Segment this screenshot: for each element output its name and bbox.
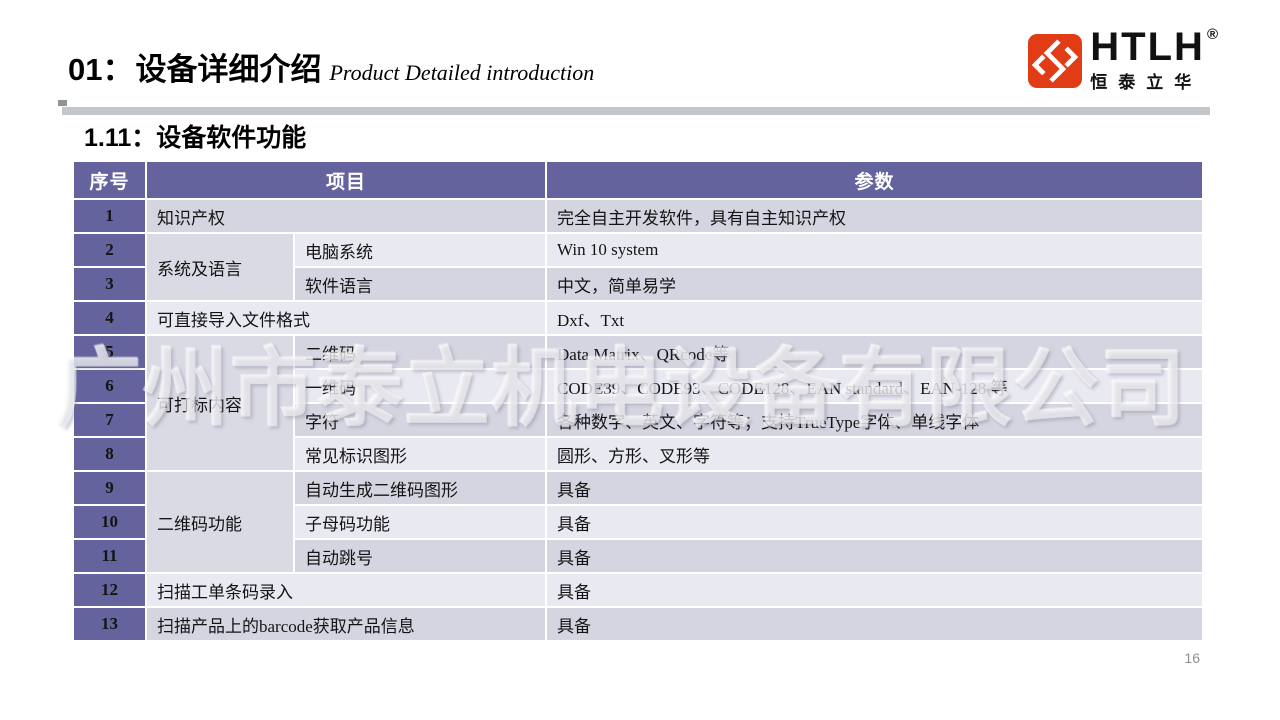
- logo-word: HTLH: [1090, 25, 1205, 69]
- item-cell: 扫描工单条码录入: [147, 574, 546, 606]
- row-index-cell: 7: [74, 404, 145, 436]
- row-index-cell: 9: [74, 472, 145, 504]
- item-cell: 可直接导入文件格式: [147, 302, 546, 334]
- row-index-cell: 5: [74, 336, 145, 368]
- section-title-en: Product Detailed introduction: [329, 60, 595, 85]
- divider-notch: [58, 100, 67, 106]
- param-cell: Data Matrix、QRcode等: [547, 336, 1202, 368]
- spec-table: 序号 项目 参数 1 知识产权 完全自主开发软件，具有自主知识产权 2 系统及语言 电脑系…: [72, 160, 1204, 642]
- item-cell: 知识产权: [147, 200, 546, 232]
- header-divider-bar: [62, 107, 1210, 115]
- company-logo: HTLH ® 恒泰立华: [1028, 25, 1218, 93]
- row-index-cell: 4: [74, 302, 145, 334]
- table-row: 8 常见标识图形 圆形、方形、叉形等: [74, 438, 1202, 470]
- section-number: 01：: [68, 52, 134, 87]
- row-index-cell: 11: [74, 540, 145, 572]
- page-number: 16: [1184, 650, 1200, 666]
- param-cell: 具备: [547, 574, 1202, 606]
- item-cell: 扫描产品上的barcode获取产品信息: [147, 608, 546, 640]
- row-index-cell: 10: [74, 506, 145, 538]
- registered-trademark-icon: ®: [1206, 26, 1218, 43]
- param-cell: Dxf、Txt: [547, 302, 1202, 334]
- group-cell: 可打标内容: [147, 336, 293, 470]
- group-cell: 系统及语言: [147, 234, 293, 300]
- item-cell: 字符: [295, 404, 546, 436]
- item-cell: 自动生成二维码图形: [295, 472, 546, 504]
- param-cell: Win 10 system: [547, 234, 1202, 266]
- table-row: 7 字符 各种数字、英文、字符等；支持TrueType字体、单线字体: [74, 404, 1202, 436]
- row-index-cell: 2: [74, 234, 145, 266]
- table-row: 5 可打标内容 二维码 Data Matrix、QRcode等: [74, 336, 1202, 470]
- section-title-zh: 设备详细介绍: [135, 52, 322, 87]
- slide-header: 01： 设备详细介绍 Product Detailed introduction: [68, 44, 594, 89]
- param-cell: 具备: [547, 540, 1202, 572]
- param-cell: 各种数字、英文、字符等；支持TrueType字体、单线字体: [547, 404, 1202, 436]
- row-index-cell: 6: [74, 370, 145, 402]
- table-row: 13 扫描产品上的barcode获取产品信息 具备: [74, 608, 1202, 640]
- item-cell: 一维码: [295, 370, 546, 402]
- table-row: 10 子母码功能 具备: [74, 506, 1202, 538]
- param-cell: 具备: [547, 472, 1202, 504]
- logo-text-block: HTLH ® 恒泰立华: [1090, 25, 1218, 93]
- table-header-row: 序号 项目 参数: [74, 162, 1202, 198]
- param-cell: 圆形、方形、叉形等: [547, 438, 1202, 470]
- param-cell: 完全自主开发软件，具有自主知识产权: [547, 200, 1202, 232]
- param-cell: 中文，简单易学: [547, 268, 1202, 300]
- table-row: 1 知识产权 完全自主开发软件，具有自主知识产权: [74, 200, 1202, 232]
- htlh-monogram-icon: [1028, 34, 1083, 88]
- table-row: 11 自动跳号 具备: [74, 540, 1202, 572]
- col-header-item: 项目: [147, 162, 546, 198]
- slide-subtitle: 1.11：设备软件功能: [84, 124, 307, 152]
- table-row: 12 扫描工单条码录入 具备: [74, 574, 1202, 606]
- item-cell: 电脑系统: [295, 234, 546, 266]
- row-index-cell: 12: [74, 574, 145, 606]
- item-cell: 软件语言: [295, 268, 546, 300]
- group-cell: 二维码功能: [147, 472, 293, 572]
- param-cell: CODE39、CODE93、CODE128、EAN standard、EAN-1…: [547, 370, 1202, 402]
- row-index-cell: 8: [74, 438, 145, 470]
- param-cell: 具备: [547, 506, 1202, 538]
- row-index-cell: 1: [74, 200, 145, 232]
- table-row: 4 可直接导入文件格式 Dxf、Txt: [74, 302, 1202, 334]
- row-index-cell: 13: [74, 608, 145, 640]
- table-row: 6 一维码 CODE39、CODE93、CODE128、EAN standard、E…: [74, 370, 1202, 402]
- table-row: 2 系统及语言 电脑系统 Win 10 system: [74, 234, 1202, 300]
- col-header-index: 序号: [74, 162, 145, 198]
- item-cell: 自动跳号: [295, 540, 546, 572]
- item-cell: 二维码: [295, 336, 546, 368]
- item-cell: 常见标识图形: [295, 438, 546, 470]
- col-header-parameter: 参数: [547, 162, 1202, 198]
- table-row: 3 软件语言 中文，简单易学: [74, 268, 1202, 300]
- param-cell: 具备: [547, 608, 1202, 640]
- logo-subtext: 恒泰立华: [1090, 73, 1203, 92]
- item-cell: 子母码功能: [295, 506, 546, 538]
- row-index-cell: 3: [74, 268, 145, 300]
- table-row: 9 二维码功能 自动生成二维码图形 具备: [74, 472, 1202, 572]
